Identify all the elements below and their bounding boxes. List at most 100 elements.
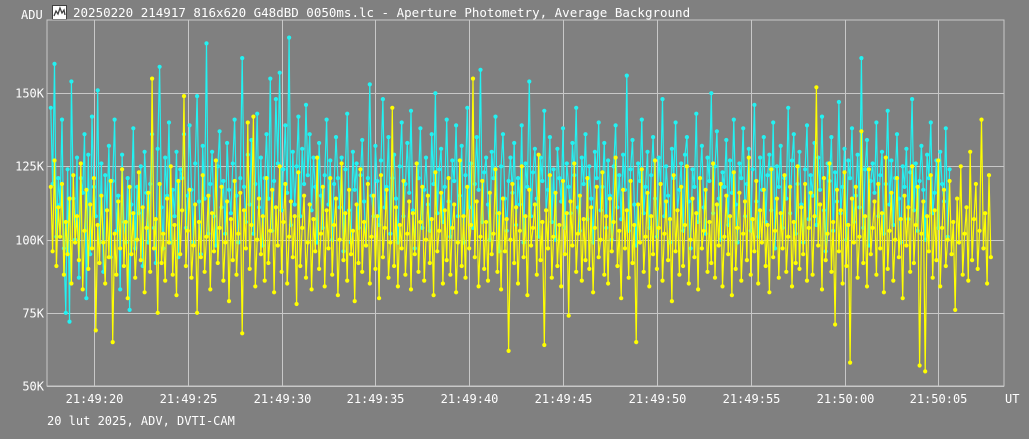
data-point	[236, 231, 241, 236]
data-point	[941, 187, 947, 192]
data-point	[82, 228, 87, 233]
data-point	[459, 263, 464, 269]
data-point	[726, 252, 731, 257]
data-point	[97, 260, 102, 266]
data-point	[788, 184, 793, 189]
data-point	[739, 278, 744, 283]
data-point	[116, 199, 121, 204]
data-point	[131, 211, 136, 216]
data-point	[611, 219, 616, 225]
data-point	[478, 234, 483, 239]
data-point	[82, 132, 87, 137]
data-point	[523, 214, 528, 219]
data-point	[765, 222, 770, 228]
data-point	[686, 281, 691, 286]
data-point	[737, 161, 742, 166]
data-point	[500, 132, 506, 137]
data-point	[664, 199, 669, 204]
data-point	[457, 158, 462, 163]
data-point	[643, 234, 648, 239]
data-point	[879, 211, 885, 216]
data-point	[110, 340, 115, 345]
data-point	[532, 202, 538, 207]
data-point	[913, 222, 918, 228]
data-point	[133, 275, 138, 280]
data-point	[544, 208, 549, 213]
data-point	[758, 155, 763, 160]
data-point	[429, 132, 434, 137]
data-point	[769, 167, 774, 172]
x-tick-label: 21:49:50	[629, 392, 687, 406]
data-point	[900, 164, 905, 169]
data-point	[470, 76, 476, 81]
data-point	[568, 199, 573, 204]
data-point	[446, 176, 451, 181]
data-point	[91, 176, 96, 181]
data-point	[697, 176, 703, 181]
data-point	[917, 178, 922, 184]
data-point	[898, 217, 903, 222]
data-point	[748, 272, 753, 277]
data-point	[690, 167, 695, 172]
data-point	[341, 258, 346, 263]
data-point	[63, 310, 68, 315]
data-point	[621, 152, 626, 157]
data-point	[510, 181, 515, 187]
data-point	[836, 99, 842, 105]
data-point	[714, 129, 720, 134]
data-point	[701, 228, 706, 233]
data-point	[288, 199, 293, 204]
data-point	[887, 228, 892, 233]
data-point	[121, 263, 126, 269]
data-point	[878, 173, 883, 178]
data-point	[125, 296, 130, 301]
data-point	[645, 149, 650, 154]
data-point	[848, 360, 853, 365]
data-point	[76, 258, 81, 263]
data-point	[652, 158, 658, 163]
data-point	[423, 237, 429, 242]
data-point	[579, 155, 584, 160]
data-point	[101, 240, 106, 245]
data-point	[904, 146, 909, 151]
data-point	[750, 167, 755, 172]
data-point	[469, 161, 474, 166]
data-point	[210, 211, 215, 216]
data-point	[551, 234, 556, 239]
data-point	[688, 237, 693, 242]
data-point	[589, 205, 594, 210]
data-point	[540, 219, 545, 225]
data-point	[74, 214, 80, 219]
data-point	[598, 208, 603, 213]
data-point	[945, 237, 950, 242]
data-point	[375, 178, 380, 184]
data-point	[170, 272, 175, 277]
data-point	[84, 296, 89, 301]
chart-app-icon[interactable]	[52, 4, 67, 20]
data-point	[789, 284, 795, 289]
data-point	[940, 181, 945, 187]
data-point	[104, 208, 110, 213]
data-point	[803, 167, 808, 172]
data-point	[174, 293, 179, 298]
data-point	[208, 287, 213, 292]
data-point	[722, 184, 727, 189]
data-point	[76, 275, 81, 280]
data-point	[602, 140, 607, 146]
data-point	[711, 161, 716, 166]
data-point	[630, 260, 635, 266]
y-tick-label: 50K	[22, 380, 44, 394]
y-tick-label: 150K	[15, 87, 45, 101]
data-point	[621, 187, 626, 192]
data-point	[427, 260, 432, 266]
y-tick-label: 75K	[22, 307, 44, 321]
data-point	[774, 196, 780, 201]
data-point	[48, 105, 53, 110]
data-point	[917, 363, 922, 368]
data-point	[971, 217, 977, 222]
y-axis-label: ADU	[21, 8, 43, 22]
data-point	[712, 275, 718, 280]
data-point	[724, 137, 729, 143]
data-point	[472, 181, 477, 187]
data-point	[656, 225, 661, 230]
